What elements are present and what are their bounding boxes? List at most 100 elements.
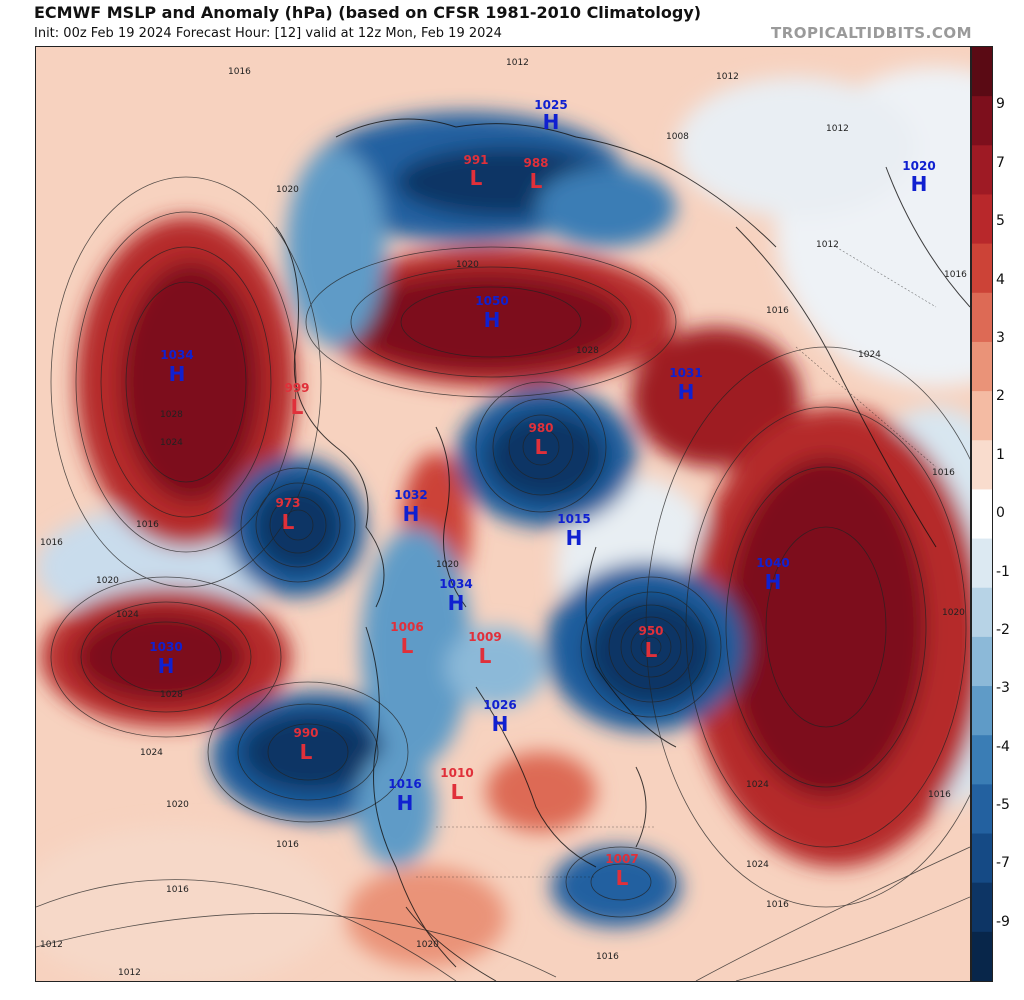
svg-text:H: H xyxy=(397,791,414,815)
colorbar-segment xyxy=(972,96,992,146)
svg-text:H: H xyxy=(448,591,465,615)
colorbar-tick: -3 xyxy=(996,680,1010,696)
isobar-label: 1016 xyxy=(766,900,789,910)
mslp-anomaly-map: 1012 1016 1020 1024 1028 1016 1024 1012 … xyxy=(35,46,971,982)
pressure-center-high[interactable]: 1050 H xyxy=(475,294,508,332)
svg-text:980: 980 xyxy=(528,421,553,435)
svg-text:988: 988 xyxy=(523,156,548,170)
svg-text:L: L xyxy=(401,634,414,658)
isobar-label: 1020 xyxy=(416,940,439,950)
pressure-center-high[interactable]: 1030 H xyxy=(149,640,182,678)
svg-text:1050: 1050 xyxy=(475,294,508,308)
svg-text:L: L xyxy=(645,638,658,662)
colorbar-segment xyxy=(972,391,992,441)
isobar-label: 1020 xyxy=(166,800,189,810)
svg-text:H: H xyxy=(765,570,782,594)
pressure-center-low[interactable]: 1009 L xyxy=(468,630,501,668)
isobar-label: 1008 xyxy=(666,132,689,142)
pressure-center-low[interactable]: 990 L xyxy=(293,726,318,764)
svg-text:L: L xyxy=(451,780,464,804)
pressure-center-high[interactable]: 1016 H xyxy=(388,777,421,815)
colorbar-segment xyxy=(972,833,992,884)
pressure-center-low[interactable]: 999 L xyxy=(284,381,309,419)
isobar-label: 1016 xyxy=(932,468,955,478)
pressure-center-high[interactable]: 1015 H xyxy=(557,512,590,550)
colorbar-segment xyxy=(972,636,992,687)
pressure-center-low[interactable]: 988 L xyxy=(523,156,548,193)
colorbar-segment xyxy=(972,538,992,589)
pressure-center-high[interactable]: 1040 H xyxy=(756,556,789,594)
isobar-label: 1024 xyxy=(746,860,769,870)
colorbar-tick: -2 xyxy=(996,622,1010,638)
isobar-label: 1024 xyxy=(140,748,163,758)
pressure-center-high[interactable]: 1034 H xyxy=(439,577,472,615)
isobar-label: 1012 xyxy=(506,58,529,68)
isobar-label: 1016 xyxy=(944,270,967,280)
svg-text:1006: 1006 xyxy=(390,620,423,634)
isobar-label: 1028 xyxy=(160,410,183,420)
isobar-label: 1024 xyxy=(858,350,881,360)
colorbar-tick: -7 xyxy=(996,855,1010,871)
isobar-label: 1016 xyxy=(166,885,189,895)
colorbar-tick: 2 xyxy=(996,388,1005,404)
isobar-label: 1016 xyxy=(596,952,619,962)
pressure-center-low[interactable]: 1006 L xyxy=(390,620,423,658)
svg-text:1031: 1031 xyxy=(669,366,702,380)
borders xyxy=(416,246,937,878)
svg-text:H: H xyxy=(543,110,560,134)
colorbar-tick: 4 xyxy=(996,272,1005,288)
isobar-label: 1024 xyxy=(160,438,183,448)
svg-text:950: 950 xyxy=(638,624,663,638)
svg-text:973: 973 xyxy=(275,496,300,510)
site-credit[interactable]: TROPICALTIDBITS.COM xyxy=(771,24,972,42)
isobar-label: 1020 xyxy=(456,260,479,270)
svg-text:1020: 1020 xyxy=(902,159,935,173)
isobar-labels: 1012 1016 1020 1024 1028 1016 1024 1012 … xyxy=(40,58,967,978)
coastlines xyxy=(275,118,970,981)
colorbar-tick: -5 xyxy=(996,797,1010,813)
pressure-center-high[interactable]: 1026 H xyxy=(483,698,516,736)
svg-text:H: H xyxy=(911,172,928,196)
svg-text:H: H xyxy=(678,380,695,404)
colorbar-tick: 3 xyxy=(996,330,1005,346)
isobars xyxy=(36,176,970,981)
pressure-center-high[interactable]: 1031 H xyxy=(669,366,702,404)
colorbar-segment xyxy=(972,882,992,933)
pressure-center-low[interactable]: 973 L xyxy=(275,496,300,534)
svg-text:991: 991 xyxy=(463,153,488,167)
anomaly-colorbar xyxy=(971,46,993,982)
isobar-label: 1024 xyxy=(746,780,769,790)
pressure-center-high[interactable]: 1032 H xyxy=(394,488,427,526)
colorbar-tick: -9 xyxy=(996,914,1010,930)
isobar-label: 1020 xyxy=(276,185,299,195)
svg-text:1034: 1034 xyxy=(439,577,472,591)
pressure-center-low[interactable]: 980 L xyxy=(528,421,553,459)
svg-text:1010: 1010 xyxy=(440,766,473,780)
colorbar-segment xyxy=(972,440,992,490)
svg-text:H: H xyxy=(566,526,583,550)
pressure-center-high[interactable]: 1025 H xyxy=(534,98,567,134)
colorbar-segment xyxy=(972,489,992,540)
pressure-center-low[interactable]: 950 L xyxy=(638,624,663,662)
colorbar-tick: 0 xyxy=(996,505,1005,521)
pressure-center-high[interactable]: 1034 H xyxy=(160,348,193,386)
svg-text:L: L xyxy=(479,644,492,668)
isobar-label: 1016 xyxy=(276,840,299,850)
colorbar-segment xyxy=(972,47,992,97)
svg-text:L: L xyxy=(470,166,483,190)
pressure-center-low[interactable]: 991 L xyxy=(463,153,488,190)
svg-text:L: L xyxy=(300,740,313,764)
isobar-label: 1028 xyxy=(576,346,599,356)
colorbar-segment xyxy=(972,686,992,736)
svg-text:L: L xyxy=(535,435,548,459)
colorbar-tick: 5 xyxy=(996,213,1005,229)
pressure-center-low[interactable]: 1010 L xyxy=(440,766,473,804)
pressure-center-high[interactable]: 1020 H xyxy=(902,159,935,196)
svg-text:H: H xyxy=(169,362,186,386)
svg-text:1040: 1040 xyxy=(756,556,789,570)
colorbar-segment xyxy=(972,931,992,981)
pressure-center-low[interactable]: 1007 L xyxy=(605,852,638,890)
svg-text:L: L xyxy=(616,866,629,890)
svg-text:H: H xyxy=(492,712,509,736)
colorbar-tick: -4 xyxy=(996,739,1010,755)
